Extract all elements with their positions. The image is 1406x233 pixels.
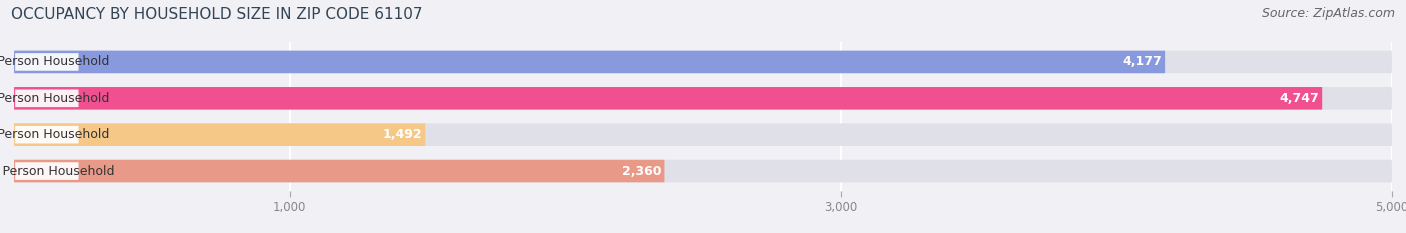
FancyBboxPatch shape (14, 123, 1392, 146)
Text: 1,492: 1,492 (382, 128, 422, 141)
FancyBboxPatch shape (14, 160, 1392, 182)
FancyBboxPatch shape (14, 87, 1322, 110)
FancyBboxPatch shape (14, 51, 1392, 73)
FancyBboxPatch shape (15, 126, 79, 144)
FancyBboxPatch shape (14, 51, 1166, 73)
FancyBboxPatch shape (14, 123, 425, 146)
FancyBboxPatch shape (15, 89, 79, 107)
FancyBboxPatch shape (14, 160, 665, 182)
Text: 2,360: 2,360 (623, 164, 662, 178)
Text: OCCUPANCY BY HOUSEHOLD SIZE IN ZIP CODE 61107: OCCUPANCY BY HOUSEHOLD SIZE IN ZIP CODE … (11, 7, 423, 22)
FancyBboxPatch shape (15, 162, 79, 180)
FancyBboxPatch shape (14, 87, 1392, 110)
Text: Source: ZipAtlas.com: Source: ZipAtlas.com (1261, 7, 1395, 20)
Text: 3-Person Household: 3-Person Household (0, 128, 110, 141)
Text: 4+ Person Household: 4+ Person Household (0, 164, 114, 178)
Text: 4,747: 4,747 (1279, 92, 1319, 105)
Text: 2-Person Household: 2-Person Household (0, 92, 110, 105)
Text: 1-Person Household: 1-Person Household (0, 55, 110, 69)
FancyBboxPatch shape (15, 53, 79, 71)
Text: 4,177: 4,177 (1122, 55, 1163, 69)
